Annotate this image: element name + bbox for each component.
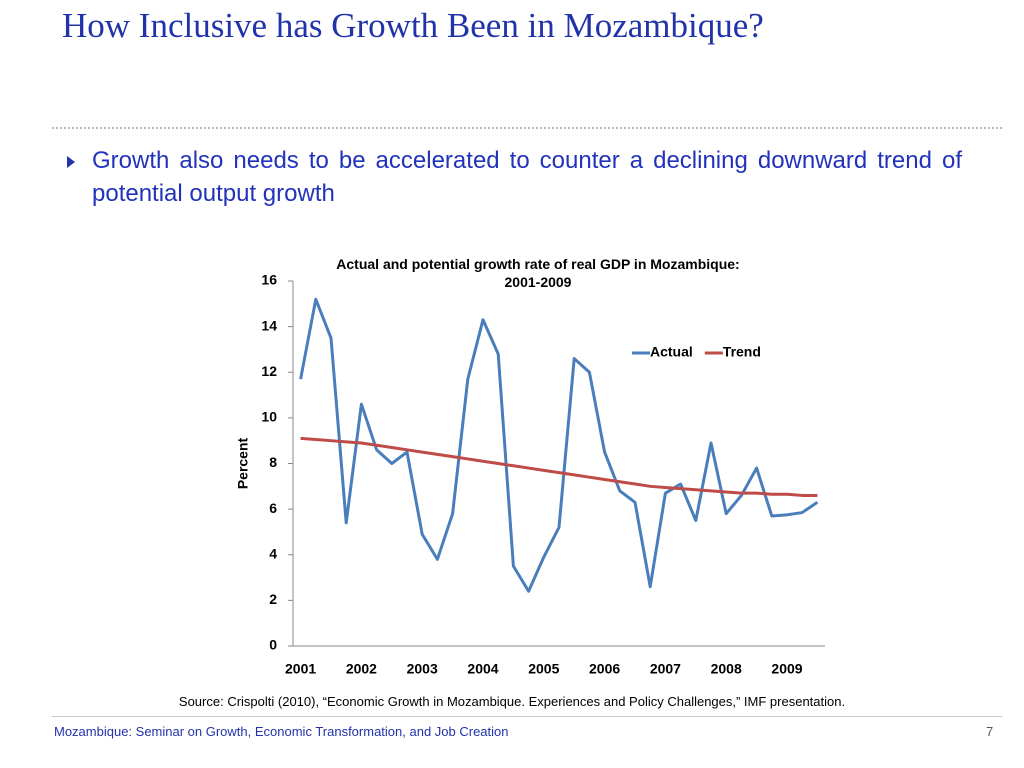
divider xyxy=(52,127,1002,129)
slide-title: How Inclusive has Growth Been in Mozambi… xyxy=(62,6,764,45)
y-tick-label: 0 xyxy=(269,637,277,653)
x-tick-label: 2007 xyxy=(650,661,681,677)
chart-title: Actual and potential growth rate of real… xyxy=(336,256,740,290)
y-tick-label: 4 xyxy=(269,545,277,561)
legend-label: Trend xyxy=(723,344,761,360)
y-tick-label: 8 xyxy=(269,454,277,470)
source-note: Source: Crispolti (2010), “Economic Grow… xyxy=(178,694,846,709)
bullet-text: Growth also needs to be accelerated to c… xyxy=(92,147,962,207)
page-number: 7 xyxy=(986,724,994,739)
footer: Mozambique: Seminar on Growth, Economic … xyxy=(54,724,509,739)
y-tick-label: 10 xyxy=(261,409,277,425)
x-tick-label: 2002 xyxy=(346,661,377,677)
y-tick-label: 16 xyxy=(261,272,277,288)
x-tick-label: 2006 xyxy=(589,661,620,677)
x-tick-label: 2005 xyxy=(528,661,559,677)
x-tick-label: 2003 xyxy=(407,661,438,677)
x-tick-label: 2008 xyxy=(711,661,742,677)
y-tick-label: 14 xyxy=(261,317,277,333)
y-tick-label: 12 xyxy=(261,363,277,379)
x-tick-label: 2009 xyxy=(771,661,802,677)
footer-rule xyxy=(52,716,1002,717)
legend-label: Actual xyxy=(650,344,693,360)
series-line xyxy=(300,436,818,497)
series-line xyxy=(299,297,819,593)
y-tick-label: 2 xyxy=(269,591,277,607)
x-tick-label: 2001 xyxy=(285,661,316,677)
x-tick-label: 2004 xyxy=(467,661,498,677)
bullet-marker xyxy=(67,156,75,168)
y-axis-label: Percent xyxy=(235,437,251,489)
y-tick-label: 6 xyxy=(269,500,277,516)
